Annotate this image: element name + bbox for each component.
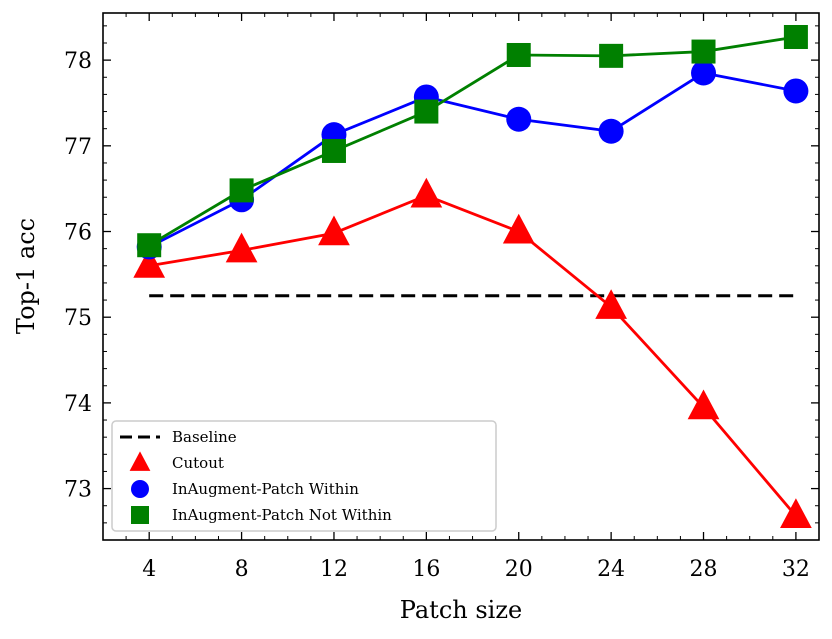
data-point	[502, 213, 535, 244]
legend-circle-swatch	[131, 480, 149, 498]
y-tick-label: 76	[64, 221, 92, 246]
data-point	[321, 138, 346, 163]
data-point	[229, 178, 254, 203]
legend-square-swatch	[131, 506, 149, 524]
data-point	[595, 289, 627, 319]
x-tick-label: 8	[235, 557, 249, 582]
data-point	[414, 99, 439, 124]
data-point	[691, 60, 717, 86]
y-tick-label: 77	[64, 135, 92, 160]
data-point	[133, 248, 166, 278]
x-tick-label: 20	[505, 557, 533, 582]
data-point	[687, 389, 720, 420]
legend-label: InAugment-Patch Not Within	[172, 506, 392, 524]
data-point	[225, 232, 258, 263]
y-tick-label: 75	[64, 306, 92, 331]
data-point	[506, 106, 532, 132]
legend-label: Cutout	[172, 454, 224, 472]
y-tick-label: 74	[64, 392, 92, 417]
legend-label: Baseline	[172, 428, 237, 446]
legend: Baseline Cutout InAugment-Patch Within InAu…	[111, 420, 497, 532]
x-tick-label: 32	[782, 557, 810, 582]
x-axis-label: Patch size	[400, 596, 522, 624]
data-point	[137, 233, 162, 258]
legend-triangle-swatch	[129, 451, 151, 471]
x-tick-label: 16	[412, 557, 440, 582]
plot-area	[133, 24, 812, 529]
data-point	[691, 39, 716, 64]
data-point	[598, 118, 624, 144]
y-tick-label: 78	[64, 49, 92, 74]
data-point	[506, 42, 531, 67]
data-point	[780, 498, 812, 529]
data-point	[783, 24, 808, 49]
x-tick-label: 4	[142, 557, 156, 582]
data-point	[410, 177, 443, 208]
series-line-1	[148, 71, 797, 249]
x-tick-label: 12	[320, 557, 348, 582]
x-tick-label: 28	[690, 557, 718, 582]
series-line-0	[148, 194, 797, 517]
series-line-2	[148, 35, 797, 247]
y-axis-label: Top-1 acc	[12, 218, 40, 334]
data-point	[318, 215, 350, 246]
data-point	[783, 78, 809, 104]
legend-box	[111, 420, 497, 532]
data-point	[599, 43, 624, 68]
legend-label: InAugment-Patch Within	[172, 480, 359, 498]
y-tick-label: 73	[64, 478, 92, 503]
axes-frame	[102, 12, 820, 541]
x-tick-label: 24	[597, 557, 625, 582]
